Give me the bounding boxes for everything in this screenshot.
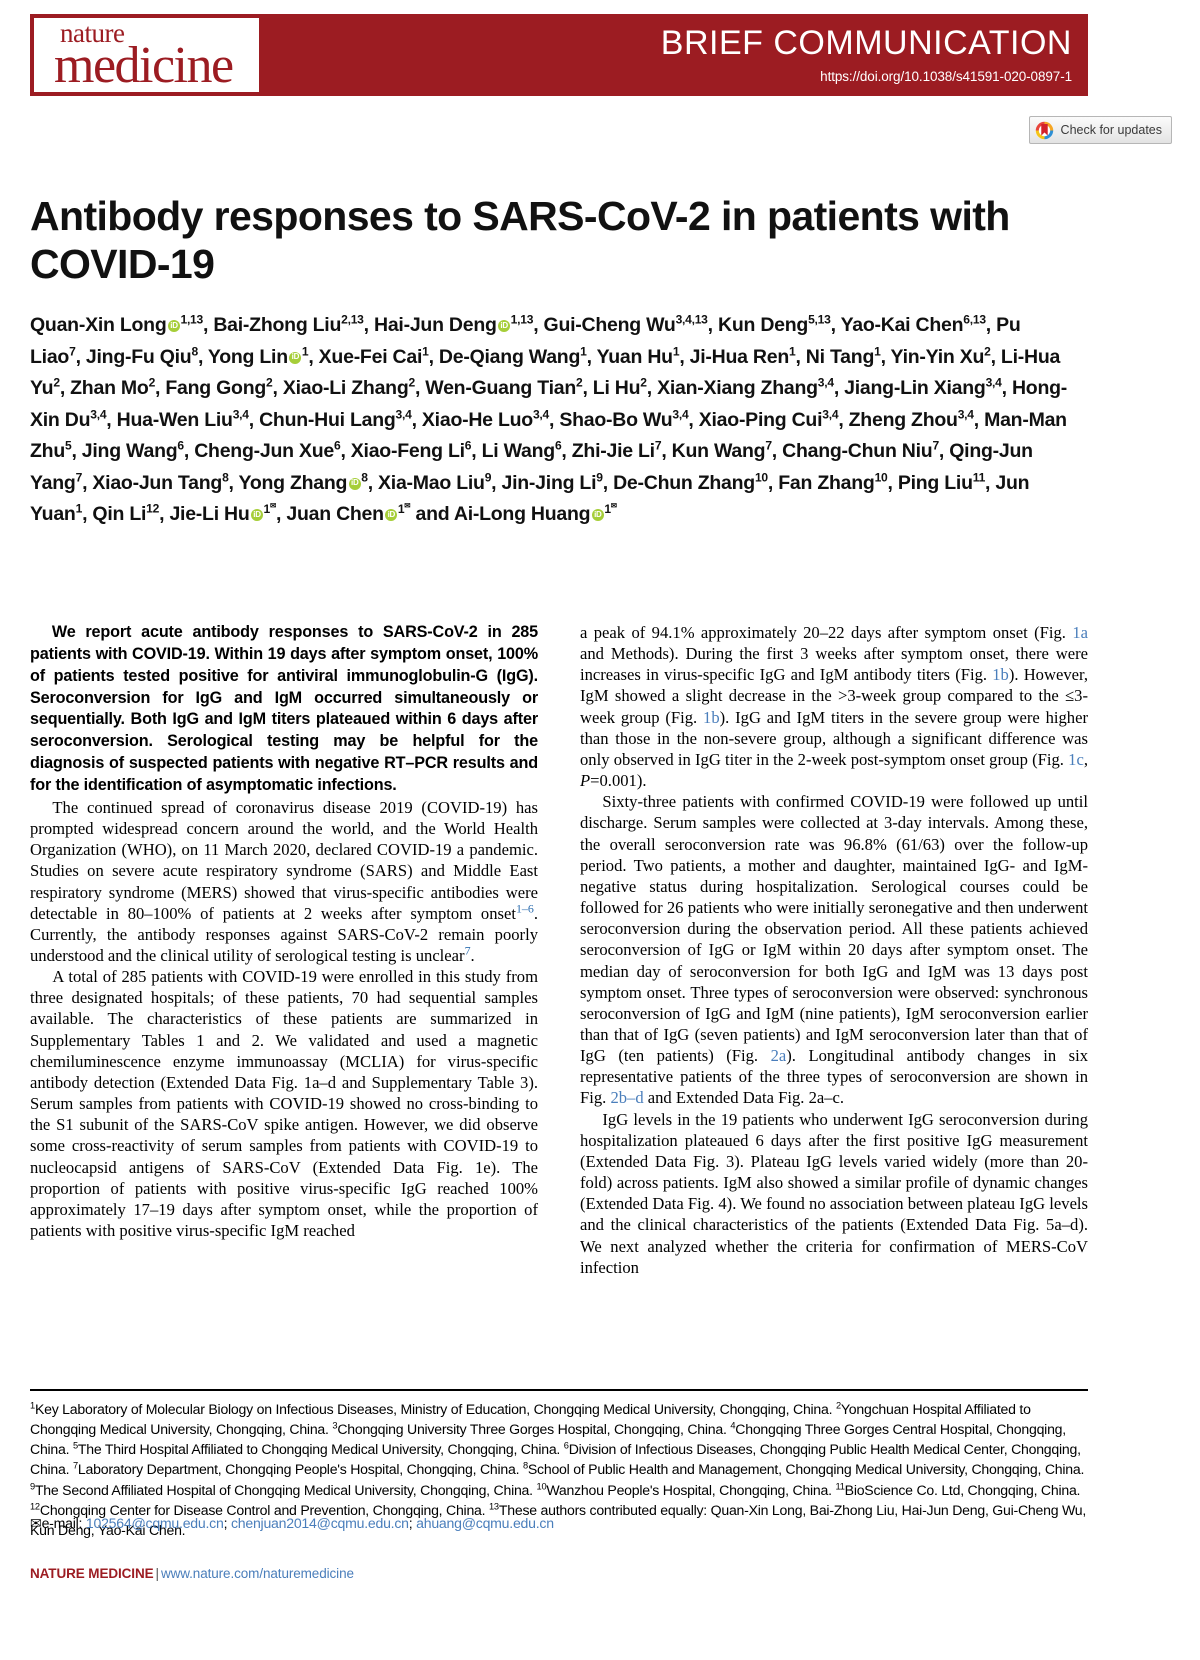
footer-journal-name: NATURE MEDICINE bbox=[30, 1566, 154, 1581]
body-paragraph: The continued spread of coronavirus dise… bbox=[30, 797, 538, 965]
banner-text-block: BRIEF COMMUNICATION https://doi.org/10.1… bbox=[259, 14, 1088, 96]
email-link[interactable]: ahuang@cqmu.edu.cn bbox=[416, 1515, 554, 1531]
abstract-paragraph: We report acute antibody responses to SA… bbox=[30, 623, 538, 795]
orcid-icon[interactable] bbox=[289, 351, 302, 364]
logo-medicine-text: medicine bbox=[54, 36, 234, 94]
body-paragraph: Sixty-three patients with confirmed COVI… bbox=[580, 792, 1088, 1108]
left-column: We report acute antibody responses to SA… bbox=[30, 622, 538, 1362]
body-paragraph: a peak of 94.1% approximately 20–22 days… bbox=[580, 623, 1089, 791]
crossmark-icon bbox=[1035, 121, 1054, 140]
orcid-icon[interactable] bbox=[251, 509, 264, 522]
footer-separator: | bbox=[155, 1566, 160, 1581]
author-list: Quan-Xin Long1,13, Bai-Zhong Liu2,13, Ha… bbox=[30, 310, 1075, 531]
right-column: a peak of 94.1% approximately 20–22 days… bbox=[580, 622, 1088, 1362]
doi-link[interactable]: https://doi.org/10.1038/s41591-020-0897-… bbox=[820, 68, 1072, 84]
body-paragraph: A total of 285 patients with COVID-19 we… bbox=[30, 967, 538, 1240]
email-link[interactable]: 102564@cqmu.edu.cn bbox=[85, 1515, 224, 1531]
footnote-divider bbox=[30, 1389, 1088, 1391]
email-addresses[interactable]: 102564@cqmu.edu.cn; chenjuan2014@cqmu.ed… bbox=[86, 1515, 554, 1531]
article-body: We report acute antibody responses to SA… bbox=[30, 622, 1088, 1362]
page-title: Antibody responses to SARS-CoV-2 in pati… bbox=[30, 193, 1010, 287]
page-footer: NATURE MEDICINE | www.nature.com/naturemed… bbox=[30, 1566, 354, 1581]
email-separator: ; bbox=[408, 1515, 417, 1531]
nature-medicine-logo: nature medicine bbox=[34, 18, 259, 92]
orcid-icon[interactable] bbox=[348, 477, 361, 490]
email-prefix-label: e-mail: bbox=[41, 1515, 83, 1531]
orcid-icon[interactable] bbox=[167, 320, 180, 332]
body-paragraph: IgG levels in the 19 patients who underw… bbox=[580, 1109, 1088, 1277]
article-type-label: BRIEF COMMUNICATION bbox=[660, 24, 1072, 63]
orcid-icon[interactable] bbox=[498, 320, 511, 332]
footer-url[interactable]: www.nature.com/naturemedicine bbox=[160, 1566, 354, 1581]
email-link[interactable]: chenjuan2014@cqmu.edu.cn bbox=[230, 1515, 409, 1531]
orcid-icon[interactable] bbox=[385, 509, 398, 522]
check-for-updates-label: Check for updates bbox=[1060, 123, 1162, 137]
check-for-updates-button[interactable]: Check for updates bbox=[1028, 116, 1172, 144]
journal-banner: nature medicine BRIEF COMMUNICATION http… bbox=[30, 14, 1088, 96]
logo-nature-text: nature bbox=[60, 17, 125, 48]
orcid-icon[interactable] bbox=[591, 509, 604, 522]
affiliations-block: 1Key Laboratory of Molecular Biology on … bbox=[30, 1400, 1087, 1538]
email-separator: ; bbox=[223, 1515, 231, 1531]
envelope-icon: ✉ bbox=[30, 1515, 42, 1531]
corresponding-email-line: ✉e-mail: 102564@cqmu.edu.cn; chenjuan201… bbox=[30, 1515, 1088, 1532]
